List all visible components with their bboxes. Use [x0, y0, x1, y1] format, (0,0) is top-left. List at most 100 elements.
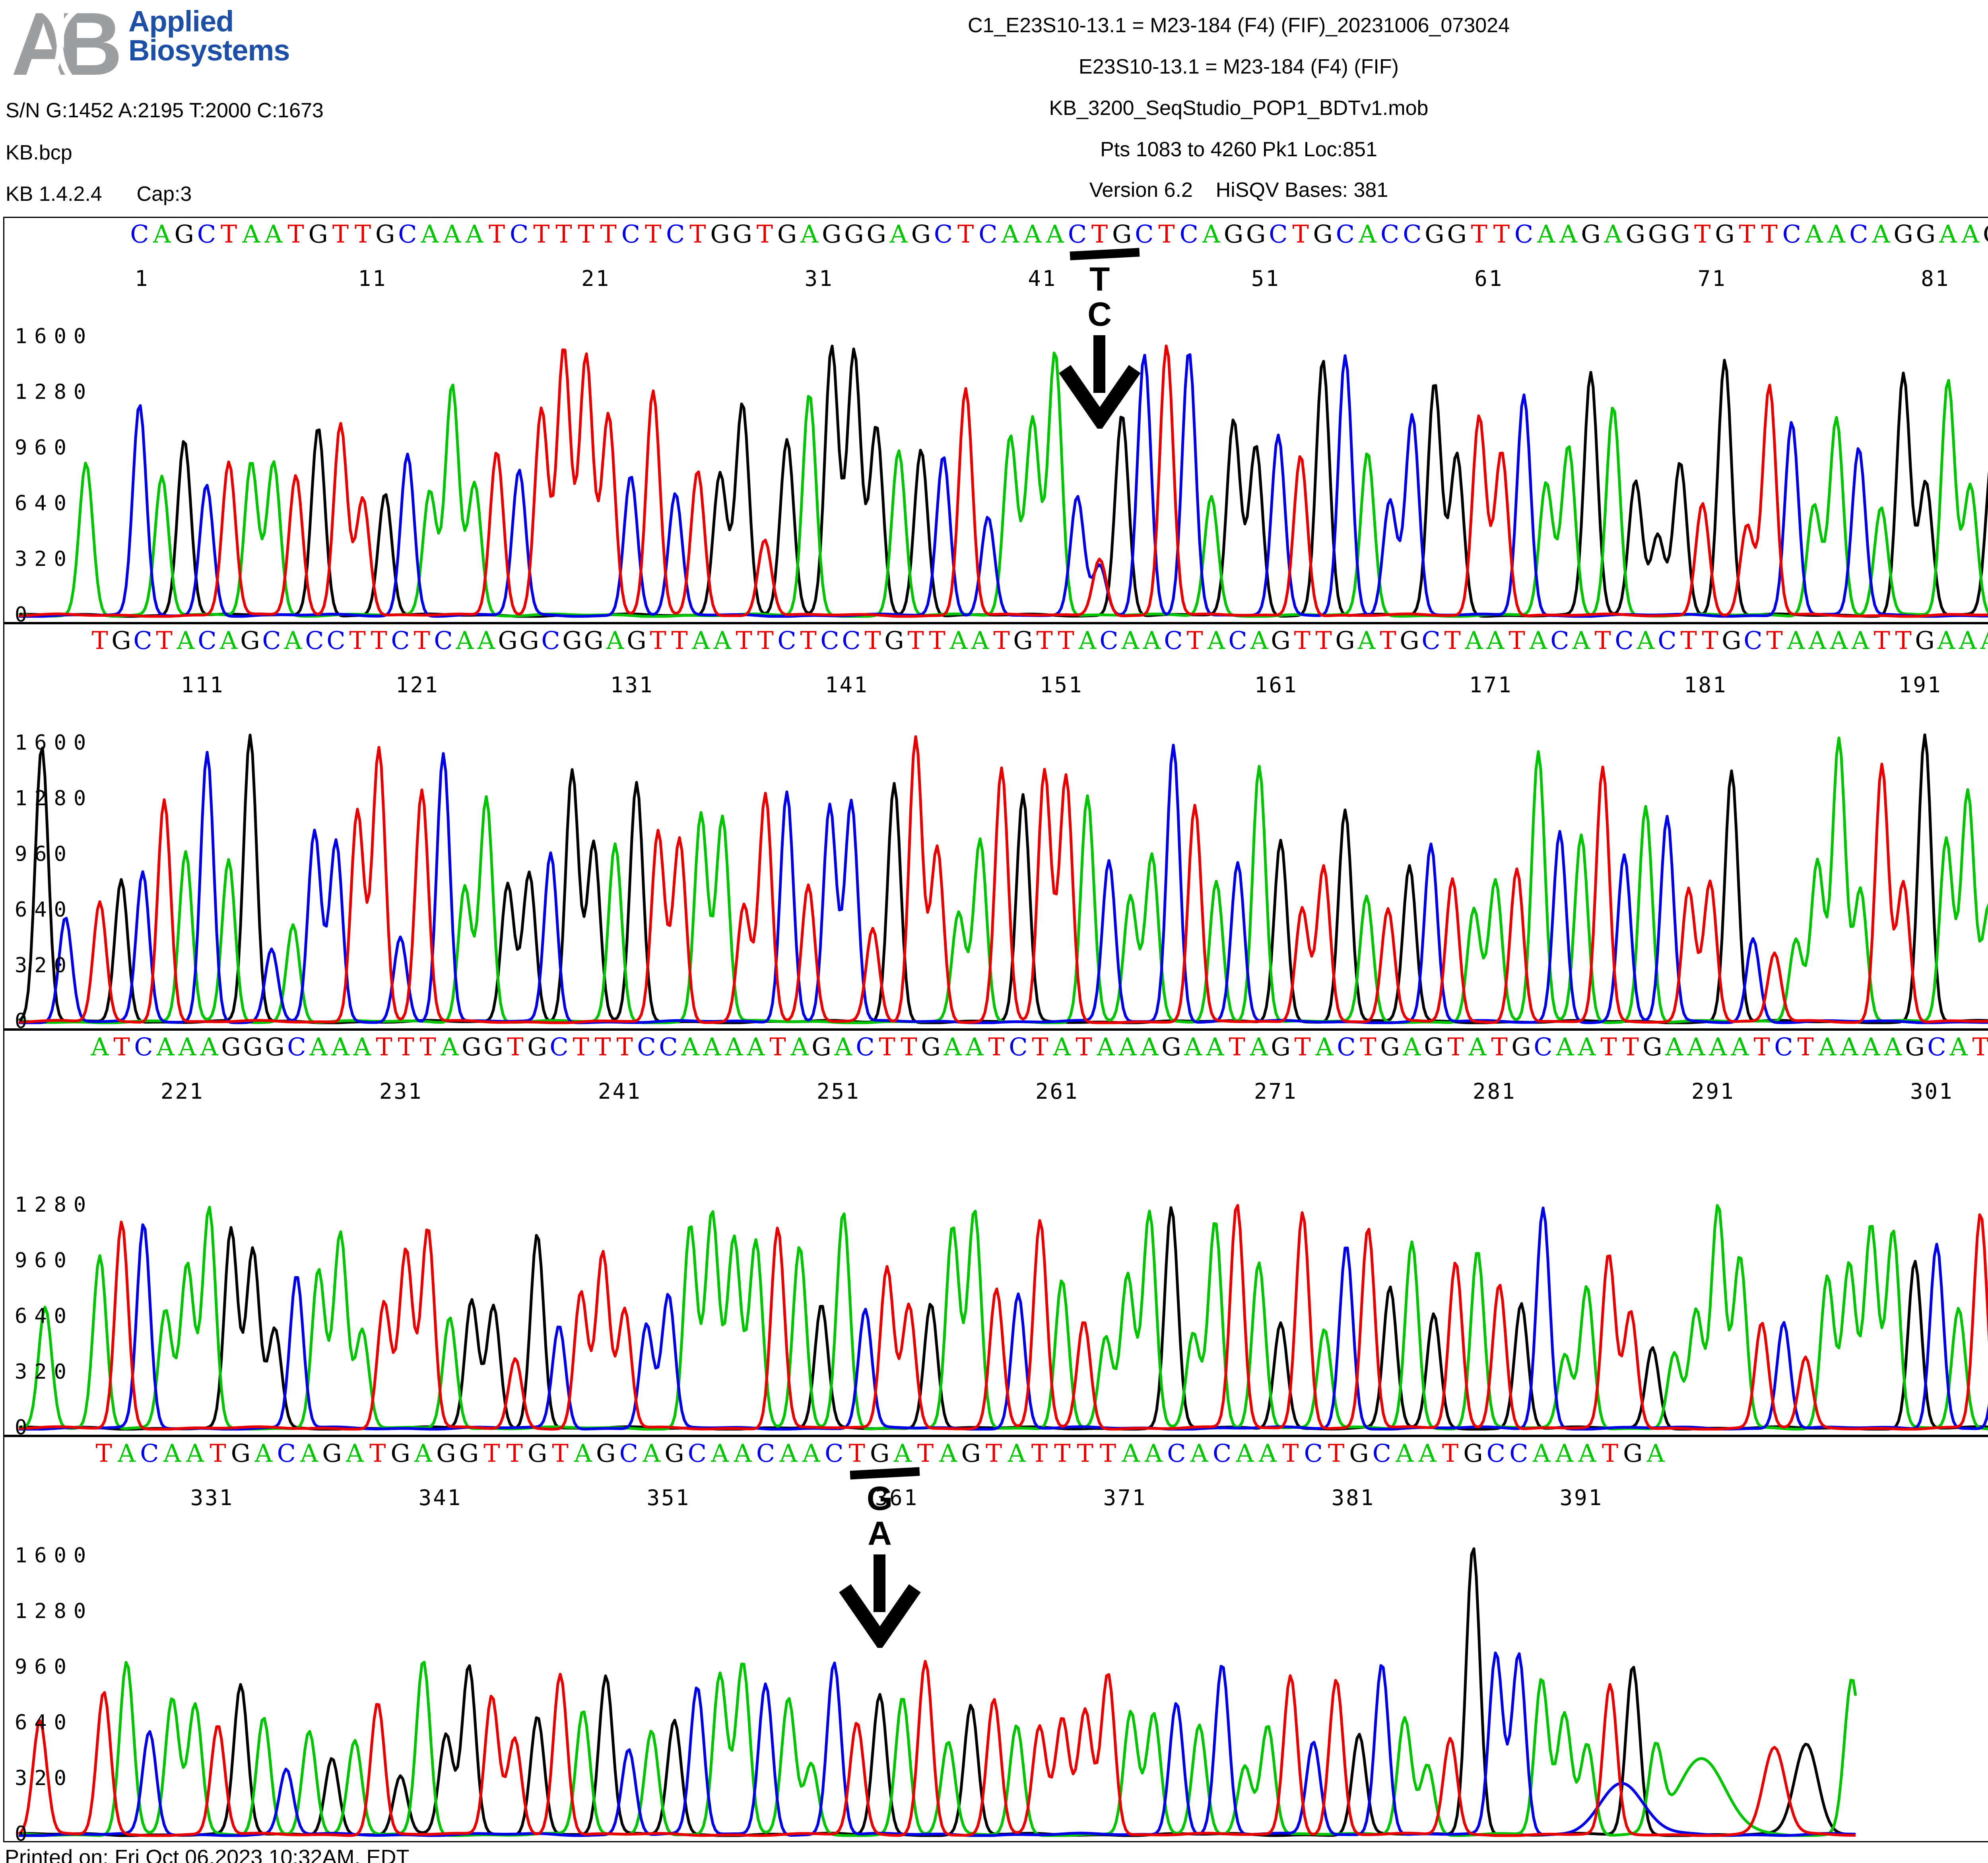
- base-call-letter: C: [1550, 626, 1569, 655]
- y-axis-tick-label: 0: [15, 1009, 35, 1033]
- applied-biosystems-logo: A B Applied Biosystems: [11, 0, 317, 94]
- base-position-label: 271: [1254, 1079, 1298, 1104]
- base-position-label: 381: [1331, 1485, 1375, 1510]
- y-axis-tick-label: 1600: [15, 731, 93, 755]
- base-call-letter: G: [1905, 1032, 1925, 1061]
- base-call-letter: A: [1143, 626, 1161, 655]
- base-call-letter: G: [111, 626, 131, 655]
- base-position-label: 151: [1040, 672, 1083, 697]
- base-call-letter: C: [549, 1032, 569, 1061]
- base-call-letter: C: [1372, 1439, 1392, 1468]
- base-call-letter: A: [1949, 1032, 1968, 1061]
- base-call-letter: A: [1830, 626, 1848, 655]
- base-position-label: 281: [1473, 1079, 1516, 1104]
- base-call-letter: A: [1053, 1032, 1071, 1061]
- base-call-letter: T: [1622, 1032, 1639, 1061]
- base-call-letter: G: [436, 1439, 456, 1468]
- base-call-letter: T: [220, 220, 237, 249]
- variant-arrow-icon: [1058, 335, 1141, 429]
- base-call-letter: G: [322, 1439, 342, 1468]
- base-position-label: 261: [1035, 1079, 1079, 1104]
- base-call-letter: G: [390, 1439, 410, 1468]
- y-axis-tick-label: 960: [15, 1249, 74, 1272]
- base-call-letter: T: [650, 626, 666, 655]
- base-position-label: 121: [396, 672, 439, 697]
- base-call-letter: T: [1315, 626, 1332, 655]
- base-call-letter: T: [917, 1439, 934, 1468]
- base-call-letter: A: [1207, 626, 1225, 655]
- base-call-letter: T: [1680, 626, 1697, 655]
- base-call-letter: A: [711, 1439, 729, 1468]
- base-call-letter: T: [645, 220, 662, 249]
- base-call-letter: A: [1206, 1032, 1224, 1061]
- header-kb-version-line: KB 1.4.2.4 Cap:3: [6, 183, 192, 206]
- base-position-label: 51: [1251, 266, 1280, 291]
- base-call-letter: A: [1121, 626, 1140, 655]
- base-position-label: 81: [1921, 266, 1950, 291]
- base-call-letter: A: [1529, 626, 1547, 655]
- header-points-line: Pts 1083 to 4260 Pk1 Loc:851: [1100, 138, 1377, 161]
- base-call-letter: T: [113, 1032, 130, 1061]
- base-position-label: 1: [135, 266, 149, 291]
- base-call-letter: G: [1511, 1032, 1531, 1061]
- y-axis-tick-label: 1280: [15, 380, 93, 404]
- base-call-letter: T: [1508, 626, 1525, 655]
- base-call-letter: T: [993, 626, 1010, 655]
- base-position-label: 301: [1910, 1079, 1954, 1104]
- base-call-letter: T: [689, 220, 706, 249]
- base-call-letter: T: [507, 1032, 524, 1061]
- base-call-letter: T: [1600, 1032, 1617, 1061]
- base-call-letter: A: [1396, 1439, 1414, 1468]
- base-position-label: 341: [418, 1485, 462, 1510]
- base-call-letter: C: [1212, 1439, 1232, 1468]
- header-version-bases-line: Version 6.2 HiSQV Bases: 381: [1089, 179, 1388, 202]
- base-call-letter: A: [1001, 220, 1019, 249]
- base-call-letter: G: [527, 1032, 547, 1061]
- base-call-letter: T: [552, 1439, 569, 1468]
- base-call-letter: G: [627, 626, 646, 655]
- base-call-letter: G: [1271, 626, 1291, 655]
- base-call-letter: A: [1357, 626, 1376, 655]
- base-call-letter: T: [1493, 220, 1510, 249]
- base-call-letter: T: [756, 220, 773, 249]
- base-call-letter: G: [1013, 626, 1033, 655]
- base-call-letter: T: [1292, 220, 1309, 249]
- y-axis-tick-label: 0: [15, 603, 35, 627]
- base-call-letter: A: [1959, 626, 1977, 655]
- base-call-letter: A: [1259, 1439, 1277, 1468]
- y-axis-tick-label: 1280: [15, 787, 93, 810]
- base-call-letter: G: [1335, 626, 1355, 655]
- base-call-letter: A: [346, 1439, 364, 1468]
- base-call-letter: T: [671, 626, 688, 655]
- base-call-letter: A: [1731, 1032, 1749, 1061]
- base-call-letter: C: [978, 220, 998, 249]
- y-axis-tick-label: 1600: [15, 324, 93, 348]
- base-call-letter: T: [414, 626, 430, 655]
- base-call-letter: G: [1112, 220, 1132, 249]
- base-call-letter: C: [1164, 626, 1183, 655]
- base-call-letter: G: [1581, 220, 1601, 249]
- base-call-letter: G: [1313, 220, 1333, 249]
- base-position-label: 111: [181, 672, 225, 697]
- base-call-letter: T: [369, 1439, 386, 1468]
- base-call-letter: A: [1140, 1032, 1159, 1061]
- base-call-letter: T: [1602, 1439, 1619, 1468]
- base-call-letter: A: [331, 1032, 349, 1061]
- base-call-letter: T: [1091, 220, 1108, 249]
- base-call-letter: G: [1223, 220, 1244, 249]
- base-call-letter: C: [820, 626, 839, 655]
- base-call-letter: G: [562, 626, 582, 655]
- base-call-letter: A: [186, 1439, 204, 1468]
- base-call-letter: G: [1722, 626, 1741, 655]
- y-axis-tick-label: 320: [15, 1360, 74, 1384]
- base-call-letter: A: [1190, 1439, 1208, 1468]
- base-position-label: 141: [825, 672, 869, 697]
- base-call-letter: T: [1702, 626, 1718, 655]
- base-call-letter: A: [1359, 220, 1376, 249]
- base-call-letter: A: [91, 1032, 109, 1061]
- base-call-letter: A: [1184, 1032, 1202, 1061]
- base-call-letter: T: [354, 220, 371, 249]
- base-call-letter: G: [812, 1032, 831, 1061]
